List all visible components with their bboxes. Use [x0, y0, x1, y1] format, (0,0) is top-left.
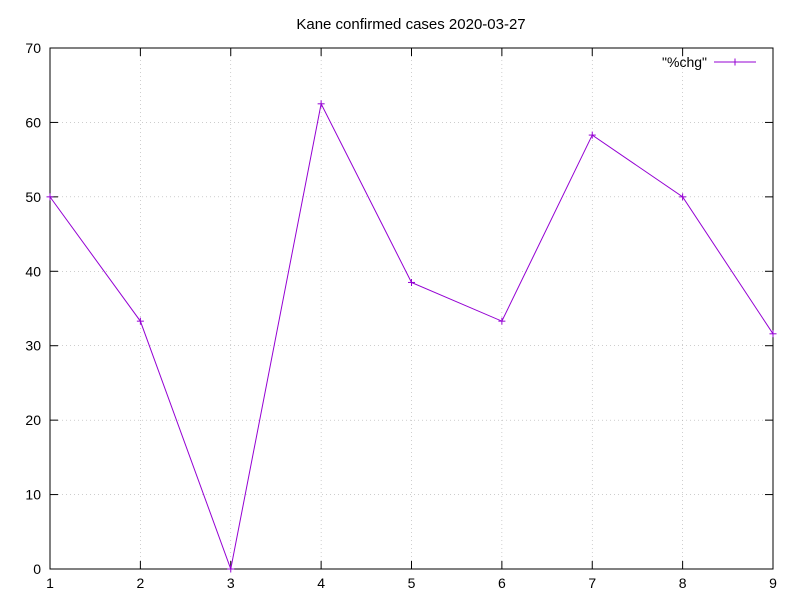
y-tick-label: 70 [25, 40, 41, 56]
legend-marker-series-0 [731, 58, 739, 66]
data-point [46, 193, 54, 201]
x-tick-label: 3 [227, 575, 235, 591]
data-point [408, 278, 415, 286]
y-tick-label: 0 [33, 561, 41, 577]
chart-title: Kane confirmed cases 2020-03-27 [296, 16, 525, 33]
data-point [679, 193, 687, 201]
x-tick-label: 7 [588, 575, 596, 591]
x-tick-label: 4 [317, 575, 325, 591]
y-tick-label: 20 [25, 412, 41, 428]
series-layer [46, 100, 777, 573]
y-tick-label: 50 [25, 189, 41, 205]
data-point [317, 100, 325, 108]
legend: "%chg" [662, 54, 756, 70]
x-tick-label: 1 [46, 575, 54, 591]
y-tick-label: 30 [25, 338, 41, 354]
data-point [227, 565, 235, 573]
y-tick-label: 60 [25, 114, 41, 130]
x-tick-label: 2 [136, 575, 144, 591]
y-tick-label: 40 [25, 263, 41, 279]
axis-ticks [49, 47, 774, 570]
data-point [588, 131, 596, 139]
grid-lines [50, 48, 773, 569]
y-tick-label: 10 [25, 487, 41, 503]
x-tick-label: 5 [408, 575, 416, 591]
x-tick-label: 9 [769, 575, 777, 591]
legend-label-series-0: "%chg" [662, 54, 707, 70]
x-tick-label: 6 [498, 575, 506, 591]
data-point [136, 317, 144, 325]
tick-labels: 0 10 20 30 40 50 60 70 1 2 3 4 5 6 7 8 9 [25, 40, 777, 591]
x-tick-label: 8 [679, 575, 687, 591]
data-point [498, 317, 506, 325]
data-point [769, 330, 777, 338]
